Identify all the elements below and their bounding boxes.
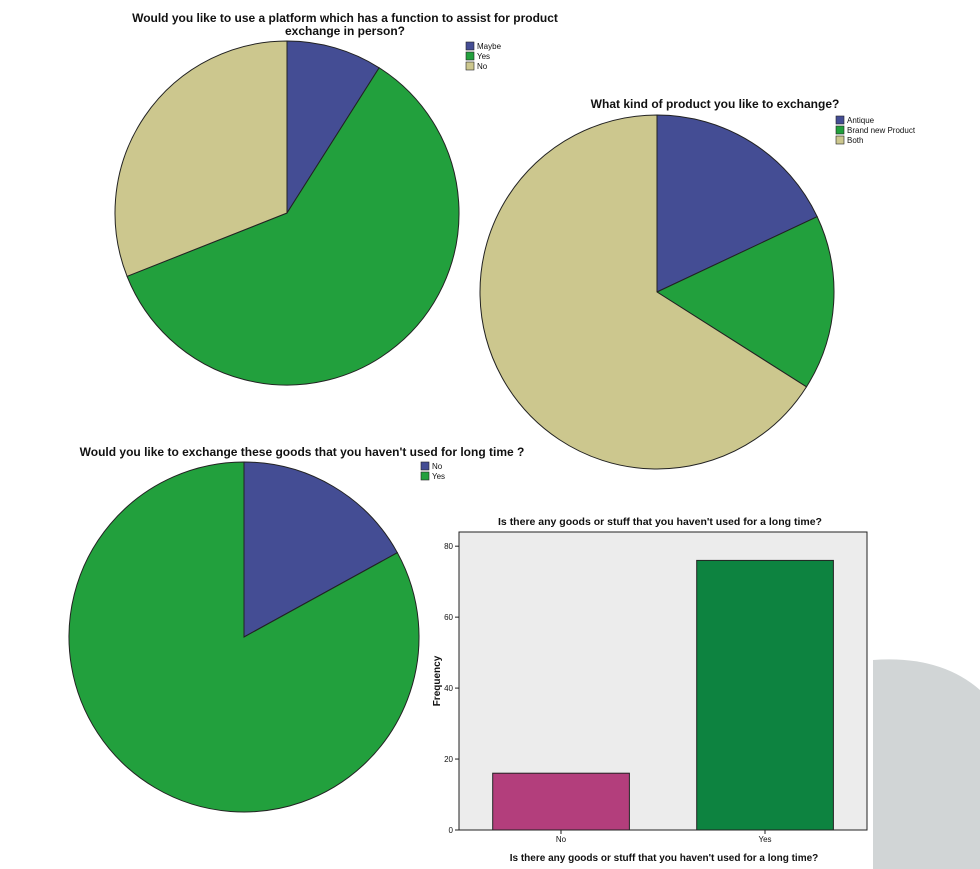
y-tick-label: 80 <box>444 542 453 551</box>
pie-slice-brand-new-product <box>655 215 835 388</box>
bar-no <box>492 772 630 831</box>
chart-title: Would you like to use a platform which h… <box>132 11 558 25</box>
pie-slice-yes <box>68 461 420 813</box>
background-shape <box>873 659 980 869</box>
legend-swatch <box>835 115 845 125</box>
pie-slice-no <box>114 40 288 277</box>
legend-label: Both <box>847 136 863 145</box>
pie-slice-no <box>243 461 399 638</box>
legend-label: Yes <box>432 472 445 481</box>
pie-chart-platform: Would you like to use a platform which h… <box>114 11 558 386</box>
bar-yes <box>696 559 834 831</box>
legend-swatch <box>465 61 475 71</box>
y-tick-label: 0 <box>449 826 454 835</box>
legend-swatch <box>835 125 845 135</box>
legend-swatch <box>835 135 845 145</box>
y-axis: 0 20 40 60 80 <box>444 542 459 835</box>
pie-slices <box>68 461 420 813</box>
pie-chart-exchange-goods: Would you like to exchange these goods t… <box>68 445 525 813</box>
pie-slice-antique <box>656 114 818 293</box>
legend-swatch <box>420 461 430 471</box>
chart-title-line2: exchange in person? <box>285 24 405 38</box>
y-axis-label: Frequency <box>432 655 443 706</box>
legend-label: No <box>432 462 443 471</box>
legend-swatch <box>420 471 430 481</box>
pie-slice-yes <box>126 67 460 386</box>
pie-slice-both <box>479 114 808 470</box>
chart-title: Is there any goods or stuff that you hav… <box>498 516 822 528</box>
y-tick-label: 40 <box>444 684 453 693</box>
legend-label: No <box>477 62 488 71</box>
chart-title: What kind of product you like to exchang… <box>591 97 840 111</box>
chart-title: Would you like to exchange these goods t… <box>80 445 525 459</box>
legend-label: Brand new Product <box>847 126 916 135</box>
pie-slices <box>479 114 835 470</box>
bars <box>492 559 834 831</box>
y-tick-label: 60 <box>444 613 453 622</box>
x-tick-label: No <box>556 835 567 844</box>
legend-label: Yes <box>477 52 490 61</box>
x-tick-label: Yes <box>758 835 771 844</box>
legend-swatch <box>465 41 475 51</box>
y-tick-label: 20 <box>444 755 453 764</box>
legend-label: Antique <box>847 116 875 125</box>
x-axis: No Yes <box>556 830 772 844</box>
pie-slices <box>114 40 460 386</box>
pie-chart-product-kind: What kind of product you like to exchang… <box>479 97 916 470</box>
legend-label: Maybe <box>477 42 502 51</box>
legend-swatch <box>465 51 475 61</box>
bar-chart-unused-goods: Is there any goods or stuff that you hav… <box>432 516 868 864</box>
x-axis-label: Is there any goods or stuff that you hav… <box>510 853 819 864</box>
pie-slice-maybe <box>286 40 380 215</box>
